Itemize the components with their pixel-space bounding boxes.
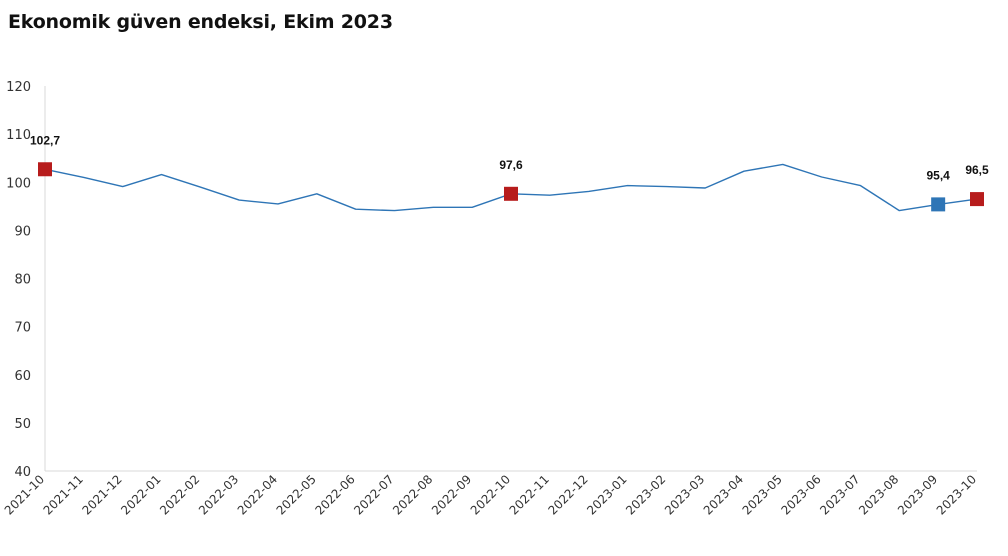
- x-tick-label: 2022-11: [507, 472, 552, 517]
- x-tick-label: 2022-08: [390, 472, 435, 517]
- data-marker: [38, 162, 52, 177]
- data-label: 96,5: [965, 163, 989, 177]
- x-tick-label: 2023-10: [934, 472, 979, 517]
- x-tick-label: 2023-03: [662, 472, 707, 517]
- y-tick-label: 110: [6, 128, 31, 143]
- x-tick-label: 2022-09: [429, 472, 474, 517]
- data-marker: [931, 197, 946, 212]
- x-tick-label: 2023-07: [817, 472, 862, 517]
- x-tick-label: 2022-06: [312, 472, 357, 517]
- x-tick-label: 2023-06: [778, 472, 823, 517]
- data-label: 102,7: [30, 133, 60, 147]
- y-tick-label: 80: [14, 273, 31, 288]
- x-tick-label: 2022-05: [274, 472, 319, 517]
- x-tick-label: 2023-08: [856, 472, 901, 517]
- x-tick-label: 2022-03: [196, 472, 241, 517]
- data-marker: [970, 192, 984, 207]
- y-tick-label: 100: [6, 176, 31, 191]
- data-label: 95,4: [926, 168, 950, 182]
- x-tick-label: 2022-12: [545, 472, 590, 517]
- chart-title: Ekonomik güven endeksi, Ekim 2023: [8, 11, 393, 33]
- x-tick-label: 2023-04: [701, 472, 746, 517]
- y-tick-label: 60: [14, 369, 31, 384]
- data-labels: 102,7 97,6 95,4 96,5: [30, 133, 989, 182]
- y-tick-label: 120: [6, 80, 31, 95]
- x-tick-label: 2023-05: [740, 472, 785, 517]
- y-tick-label: 40: [14, 465, 31, 480]
- x-tick-label: 2022-07: [351, 472, 396, 517]
- x-tick-label: 2023-01: [584, 472, 629, 517]
- data-label: 97,6: [499, 158, 523, 172]
- y-tick-label: 70: [14, 321, 31, 336]
- x-tick-label: 2022-10: [468, 472, 513, 517]
- x-tick-label: 2022-01: [118, 472, 163, 517]
- y-tick-labels: 40 50 60 70 80 90 100 110 120: [6, 80, 31, 480]
- data-marker: [504, 186, 518, 201]
- y-tick-label: 50: [14, 417, 31, 432]
- x-tick-label: 2023-02: [623, 472, 668, 517]
- x-tick-label: 2022-04: [235, 472, 280, 517]
- x-tick-label: 2022-02: [157, 472, 202, 517]
- x-tick-labels: 2021-102021-112021-122022-012022-022022-…: [2, 472, 979, 517]
- x-tick-label: 2021-11: [41, 472, 86, 517]
- x-tick-label: 2021-12: [79, 472, 124, 517]
- x-tick-label: 2023-09: [895, 472, 940, 517]
- data-markers: [38, 162, 984, 212]
- y-tick-label: 90: [14, 224, 31, 239]
